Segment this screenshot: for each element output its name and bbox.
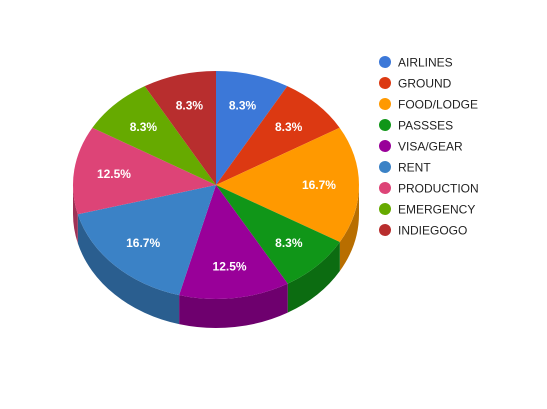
pie-side-passses [287,242,340,313]
legend-label: RENT [398,161,431,175]
pie-slice-food-lodge[interactable] [216,127,360,242]
legend: AIRLINES GROUND FOOD/LODGE PASSSES VISA/GEAR… [379,56,479,238]
legend-label: PRODUCTION [398,182,479,196]
legend-swatch [379,224,391,236]
legend-item-airlines[interactable]: AIRLINES [379,56,453,70]
legend-item-production[interactable]: PRODUCTION [379,182,479,196]
legend-label: VISA/GEAR [398,140,463,154]
legend-item-passses[interactable]: PASSSES [379,119,453,133]
pie-slice-airlines[interactable] [216,71,288,185]
slice-label-passses: 8.3% [275,236,303,250]
slice-label-rent: 16.7% [126,236,160,250]
legend-label: GROUND [398,77,452,91]
legend-swatch [379,182,391,194]
slice-label-indiegogo: 8.3% [176,99,204,113]
legend-label: EMERGENCY [398,203,475,217]
legend-swatch [379,77,391,89]
slice-label-ground: 8.3% [275,120,303,134]
slice-label-emergency: 8.3% [130,120,158,134]
slice-label-visa-gear: 12.5% [213,259,247,273]
legend-label: PASSSES [398,119,453,133]
legend-swatch [379,203,391,215]
legend-item-visa-gear[interactable]: VISA/GEAR [379,140,463,154]
pie-slice-visa-gear[interactable] [179,185,288,300]
legend-item-food-lodge[interactable]: FOOD/LODGE [379,98,478,112]
legend-item-indiegogo[interactable]: INDIEGOGO [379,224,467,238]
legend-label: INDIEGOGO [398,224,467,238]
pie-side-rent [77,214,180,325]
pie-slice-rent[interactable] [77,185,216,296]
pie-slice-production[interactable] [73,127,216,215]
legend-label: FOOD/LODGE [398,98,478,112]
legend-item-ground[interactable]: GROUND [379,77,452,91]
pie-slices [73,71,360,300]
legend-item-rent[interactable]: RENT [379,161,431,175]
slice-label-production: 12.5% [97,167,131,181]
pie-slice-emergency[interactable] [92,86,216,185]
pie-slice-labels: 8.3% 8.3% 16.7% 8.3% 12.5% 16.7% 12.5% 8.3% 8.3% [97,99,336,274]
legend-swatch [379,119,391,131]
pie-side-production [73,185,78,244]
pie-slice-passses[interactable] [216,185,340,284]
legend-label: AIRLINES [398,56,453,70]
pie-slice-indiegogo[interactable] [144,71,216,185]
pie-side-food-lodge [339,185,359,271]
slice-label-food-lodge: 16.7% [302,178,336,192]
legend-swatch [379,98,391,110]
legend-swatch [379,56,391,68]
pie-slice-ground[interactable] [216,86,340,185]
pie-depth [73,185,359,329]
pie-side-visa-gear [179,283,288,329]
slice-label-airlines: 8.3% [229,99,257,113]
legend-item-emergency[interactable]: EMERGENCY [379,203,475,217]
legend-swatch [379,140,391,152]
legend-swatch [379,161,391,173]
